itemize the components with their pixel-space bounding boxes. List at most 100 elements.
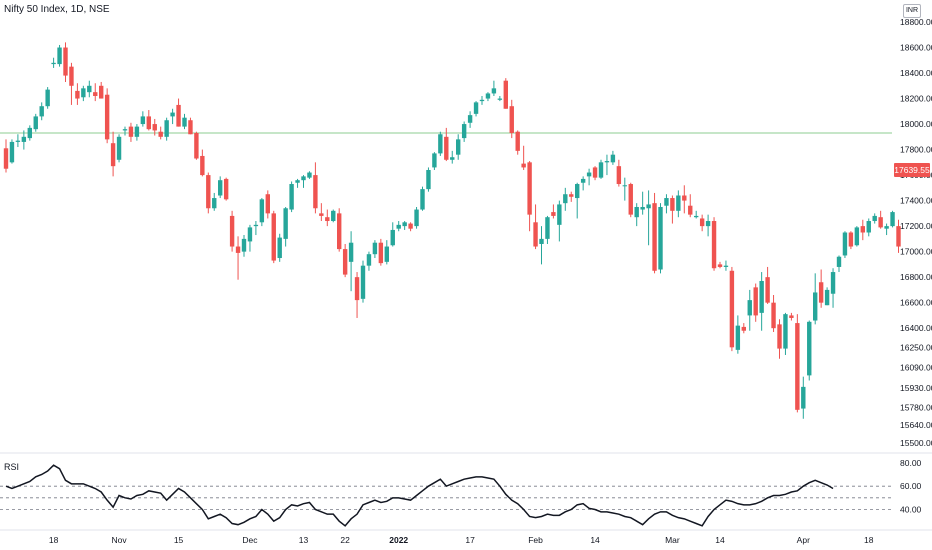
candle-body <box>289 184 294 210</box>
candle-body <box>604 161 610 163</box>
candle-body <box>557 204 562 225</box>
candle-body <box>342 249 348 275</box>
candle-body <box>200 155 205 176</box>
candle-body <box>152 124 157 131</box>
rsi-tick-label: 80.00 <box>900 458 922 468</box>
rsi-axis[interactable]: 80.00 60.00 40.00 <box>900 458 922 515</box>
candle-body <box>592 167 598 178</box>
time-tick-label: 18 <box>49 535 59 545</box>
candle-body <box>140 116 146 125</box>
candle-body <box>854 227 860 246</box>
candle-body <box>711 221 717 269</box>
candle-body <box>878 217 883 228</box>
candle-body <box>176 104 181 127</box>
candle-body <box>51 62 56 65</box>
time-tick-label: 14 <box>590 535 600 545</box>
candle-body <box>146 116 151 130</box>
candle-body <box>69 66 74 86</box>
candle-body <box>158 131 163 137</box>
time-tick-label: Dec <box>242 535 258 545</box>
price-tick-label: 16800.00 <box>900 272 932 282</box>
price-tick-label: 16090.00 <box>900 363 932 373</box>
candle-body <box>848 232 854 247</box>
candle-body <box>586 172 592 177</box>
time-tick-label: Apr <box>797 535 810 545</box>
candle-body <box>842 232 848 256</box>
candle-body <box>676 195 681 211</box>
candle-body <box>87 85 92 93</box>
candle-body <box>218 180 223 196</box>
candle-body <box>575 184 580 199</box>
candle-body <box>884 226 889 229</box>
candle-body <box>348 242 354 262</box>
candle-body <box>93 92 98 96</box>
candlestick-series <box>3 42 901 419</box>
candle-body <box>110 143 116 167</box>
candle-body <box>610 154 616 163</box>
candle-body <box>515 131 520 151</box>
candle-body <box>307 172 312 178</box>
candle-body <box>485 93 491 99</box>
price-tick-label: 17400.00 <box>900 196 932 206</box>
candle-body <box>21 136 27 142</box>
candle-body <box>771 302 776 329</box>
candle-body <box>81 88 86 98</box>
chart-title[interactable]: Nifty 50 Index, 1D, NSE <box>4 4 110 15</box>
candle-body <box>444 136 449 160</box>
price-tick-label: 15780.00 <box>900 402 932 412</box>
candle-body <box>521 163 526 168</box>
candle-body <box>384 246 389 262</box>
candle-body <box>438 134 443 154</box>
candle-body <box>765 277 770 303</box>
price-tick-label: 18800.00 <box>900 17 932 27</box>
time-axis[interactable]: 18 Nov 15 Dec 13 22 2022 17 Feb 14 Mar 14 Apr 18 <box>49 535 874 545</box>
candle-body <box>747 300 752 316</box>
rsi-line <box>5 464 834 527</box>
candle-body <box>741 326 746 331</box>
candle-body <box>331 210 336 222</box>
candle-body <box>717 264 723 267</box>
candle-body <box>890 212 895 227</box>
candle-body <box>271 213 276 261</box>
candle-body <box>818 282 824 303</box>
candle-body <box>319 213 324 216</box>
candle-body <box>3 148 9 169</box>
candle-body <box>337 213 342 250</box>
candle-body <box>563 194 568 204</box>
candle-body <box>116 136 122 160</box>
candle-body <box>259 199 265 223</box>
candle-body <box>479 99 485 102</box>
price-tick-label: 15930.00 <box>900 383 932 393</box>
candle-body <box>33 116 38 130</box>
candle-body <box>789 315 794 318</box>
time-tick-label: 17 <box>465 535 475 545</box>
rsi-indicator-label[interactable]: RSI <box>4 462 20 472</box>
price-tick-label: 15500.00 <box>900 438 932 448</box>
rsi-tick-label: 40.00 <box>900 505 922 515</box>
price-axis[interactable]: 18800.00 18600.00 18400.00 18200.00 18000.00… <box>900 17 932 448</box>
candle-body <box>777 324 782 349</box>
candle-body <box>75 90 80 99</box>
candle-body <box>206 175 211 209</box>
candle-body <box>164 120 169 137</box>
price-tick-label: 18200.00 <box>900 94 932 104</box>
price-tick-label: 18000.00 <box>900 119 932 129</box>
candle-body <box>182 117 187 127</box>
candle-body <box>39 106 44 117</box>
candle-body <box>801 386 806 409</box>
candle-body <box>628 184 633 215</box>
currency-badge[interactable]: INR <box>903 4 921 18</box>
candle-body <box>372 242 378 255</box>
candle-body <box>467 115 473 123</box>
candle-body <box>229 215 235 247</box>
price-tick-label: 17200.00 <box>900 221 932 231</box>
candle-body <box>723 265 729 267</box>
candle-body <box>461 124 467 139</box>
price-tick-label: 18400.00 <box>900 68 932 78</box>
candle-body <box>824 289 830 306</box>
time-tick-label: Nov <box>111 535 127 545</box>
time-tick-label: 2022 <box>389 535 408 545</box>
candle-body <box>729 270 735 348</box>
candle-body <box>652 203 657 271</box>
